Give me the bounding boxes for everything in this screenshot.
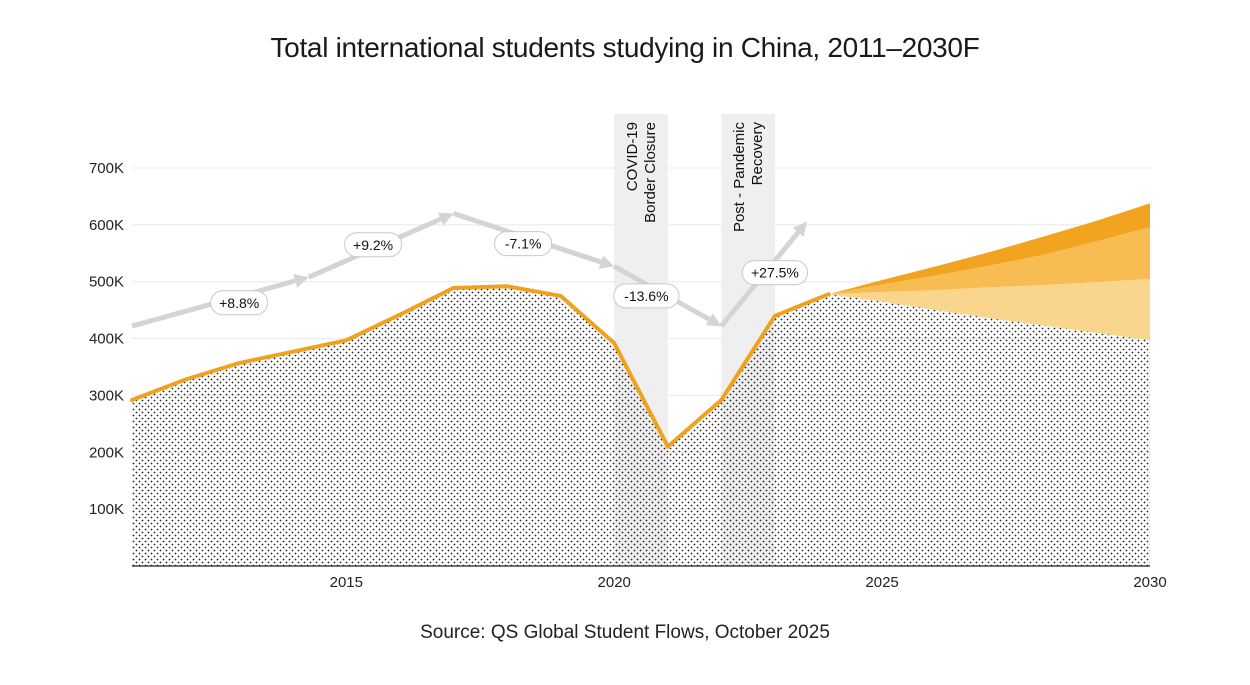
trend-label-text: +8.8% [219,295,259,311]
actual-line-group [130,284,831,449]
event-band-label: Border Closure [642,122,659,223]
x-tick-label: 2025 [865,574,898,591]
trend-label-bubble [494,231,553,257]
trend-arrowhead [598,255,615,269]
actual-series-line [130,284,831,449]
area-fills [132,203,1150,566]
trend-labels: +8.8% +9.2% -7.1% -13.6% +27.5% [210,231,809,316]
y-tick-label: 100K [89,501,124,518]
source-note: Source: QS Global Student Flows, October… [420,622,830,643]
trend-label-bubble [613,283,680,309]
x-tick-label: 2020 [598,574,631,591]
trend-arrowhead [792,221,808,237]
y-tick-label: 500K [89,274,124,291]
y-tick-label: 600K [89,217,124,234]
event-band-label: Recovery [749,122,766,186]
y-tick-label: 700K [89,160,124,177]
dotted-area [132,286,1150,566]
trend-arrowhead [705,313,722,327]
forecast-band-low [828,278,1150,341]
trend-label-text: -7.1% [505,236,542,252]
trend-label-bubble [344,232,403,258]
y-tick-label: 200K [89,444,124,461]
y-tick-label: 400K [89,331,124,348]
trend-label-text: -13.6% [624,288,668,304]
event-band-label: COVID-19 [624,122,641,191]
y-tick-label: 300K [89,387,124,404]
trend-label-text: +9.2% [353,237,393,253]
trend-label-bubble [210,290,269,316]
event-band-label: Post - Pandemic [731,122,748,233]
axes: 100K 200K 300K 400K 500K 600K 700K 2015 2020 2025… [89,160,1167,591]
chart-title: Total international students studying in… [270,32,980,63]
trend-label-bubble [741,260,809,286]
forecast-band-mid [828,227,1150,295]
trend-arrowhead [437,212,454,226]
trend-arrowhead [293,274,309,288]
x-tick-label: 2030 [1133,574,1166,591]
trend-label-text: +27.5% [751,265,799,281]
x-tick-label: 2015 [330,574,363,591]
